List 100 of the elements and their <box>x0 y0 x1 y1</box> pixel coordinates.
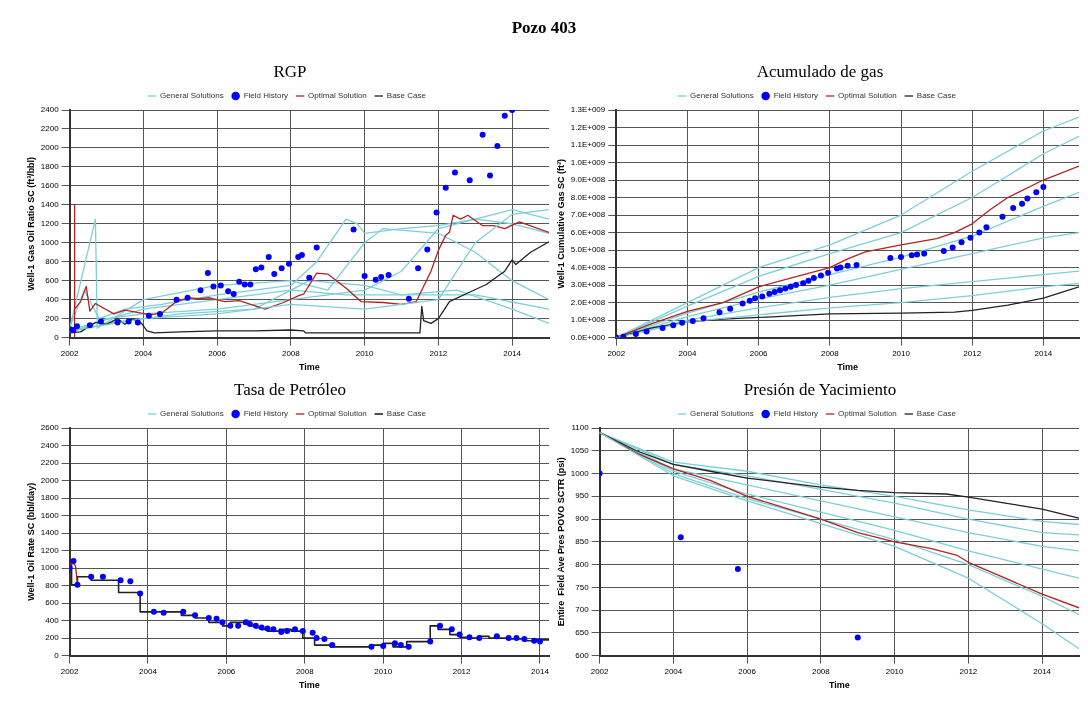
x-tick-label: 2006 <box>749 348 769 358</box>
legend-label: General Solutions <box>160 409 224 419</box>
x-tick-label: 2004 <box>664 666 683 676</box>
y-tick-label: 600 <box>45 275 60 285</box>
y-tick-label: 2600 <box>40 423 60 433</box>
y-tick-label: 4.0E+008 <box>570 262 606 272</box>
y-tick-label: 2200 <box>40 124 60 134</box>
y-axis-title: Entire Field Ave Pres POVO SCTR (psi) <box>555 457 566 627</box>
y-tick-label: 1800 <box>40 493 60 503</box>
x-tick-label: 2008 <box>811 666 831 676</box>
y-tick-label: 1600 <box>40 181 60 191</box>
y-tick-label: 0 <box>54 332 60 342</box>
x-tick-label: 2012 <box>452 666 472 676</box>
legend-label: Base Case <box>916 91 957 101</box>
y-tick-label: 1200 <box>40 545 60 555</box>
x-tick-label: 2006 <box>208 348 227 358</box>
x-tick-label: 2012 <box>959 666 978 676</box>
y-tick-label: 0 <box>54 650 60 660</box>
y-tick-label: 1600 <box>40 510 60 520</box>
y-tick-label: 3.0E+008 <box>570 280 606 290</box>
y-tick-label: 1400 <box>40 200 60 210</box>
x-axis-title: Time <box>828 680 850 691</box>
y-tick-label: 400 <box>45 615 60 625</box>
y-tick-label: 6.0E+008 <box>570 227 606 237</box>
y-tick-label: 900 <box>575 514 590 524</box>
x-tick-label: 2004 <box>134 348 153 358</box>
y-tick-label: 1.0E+009 <box>570 157 606 167</box>
chart-title: RGP <box>272 61 308 83</box>
x-tick-label: 2006 <box>738 666 757 676</box>
legend-label: Optimal Solution <box>308 91 367 101</box>
legend-label: Field History <box>243 409 289 419</box>
x-tick-label: 2002 <box>590 666 610 676</box>
legend-label: General Solutions <box>160 91 224 101</box>
x-tick-label: 2002 <box>60 348 80 358</box>
y-tick-label: 800 <box>45 580 60 590</box>
y-tick-label: 200 <box>45 313 60 323</box>
x-tick-label: 2004 <box>139 666 158 676</box>
x-tick-label: 2014 <box>1034 348 1053 358</box>
y-tick-label: 9.0E+008 <box>570 175 606 185</box>
y-tick-label: 400 <box>45 294 60 304</box>
x-axis-title: Time <box>298 680 320 691</box>
y-tick-label: 950 <box>575 491 590 501</box>
y-tick-label: 2000 <box>40 475 60 485</box>
y-tick-label: 1.1E+009 <box>570 140 606 150</box>
x-tick-label: 2010 <box>374 666 393 676</box>
y-tick-label: 600 <box>45 598 60 608</box>
y-tick-label: 650 <box>575 628 590 638</box>
y-tick-label: 2400 <box>40 105 60 115</box>
legend-label: Optimal Solution <box>838 409 897 419</box>
x-tick-label: 2008 <box>820 348 840 358</box>
legend-label: Field History <box>243 91 289 101</box>
x-tick-label: 2012 <box>963 348 982 358</box>
x-tick-label: 2012 <box>429 348 448 358</box>
chart-title: Tasa de Petróleo <box>232 379 348 401</box>
x-tick-label: 2008 <box>281 348 301 358</box>
y-tick-label: 850 <box>575 537 590 546</box>
y-tick-label: 2400 <box>40 440 60 450</box>
y-tick-label: 2200 <box>40 458 60 468</box>
x-axis-title: Time <box>837 362 859 373</box>
y-tick-label: 0.0E+000 <box>570 332 606 342</box>
y-tick-label: 1100 <box>571 423 590 433</box>
y-tick-label: 1000 <box>40 563 60 573</box>
y-axis-title: Well-1 Oil Rate SC (bbl/day) <box>25 482 36 601</box>
y-tick-label: 800 <box>45 256 60 266</box>
legend-label: General Solutions <box>690 91 754 101</box>
x-axis-title: Time <box>298 362 320 373</box>
y-axis-title: Well-1 Gas Oil Ratio SC (ft³/bbl) <box>25 156 36 291</box>
text: Pozo 403 <box>510 18 578 38</box>
x-tick-label: 2004 <box>678 348 697 358</box>
legend-label: Base Case <box>386 91 427 101</box>
legend-label: Optimal Solution <box>838 91 897 101</box>
x-tick-label: 2002 <box>60 666 80 676</box>
x-tick-label: 2006 <box>217 666 236 676</box>
x-tick-label: 2010 <box>892 348 911 358</box>
legend-label: Field History <box>773 91 819 101</box>
y-tick-label: 1800 <box>40 162 60 172</box>
y-tick-label: 1000 <box>570 468 590 478</box>
y-tick-label: 1400 <box>40 528 60 538</box>
legend-label: Optimal Solution <box>308 409 367 419</box>
x-tick-label: 2002 <box>607 348 626 358</box>
chart-title: Acumulado de gas <box>755 61 885 83</box>
y-tick-label: 800 <box>575 559 590 569</box>
y-tick-label: 2000 <box>40 143 60 153</box>
y-tick-label: 1200 <box>40 219 60 228</box>
legend-label: Base Case <box>916 409 957 419</box>
legend-label: General Solutions <box>690 409 754 419</box>
y-tick-label: 5.0E+008 <box>570 245 606 255</box>
y-tick-label: 1.0E+008 <box>570 315 606 325</box>
y-tick-label: 8.0E+008 <box>570 192 606 202</box>
x-tick-label: 2014 <box>503 348 522 358</box>
y-tick-label: 1000 <box>40 237 60 247</box>
y-tick-label: 1050 <box>570 445 590 455</box>
x-tick-label: 2014 <box>1033 666 1052 676</box>
chart-title: Presión de Yacimiento <box>742 379 898 401</box>
y-tick-label: 1.2E+009 <box>570 122 606 132</box>
y-tick-label: 7.0E+008 <box>570 210 606 220</box>
y-tick-label: 700 <box>575 605 590 615</box>
y-tick-label: 1.3E+009 <box>570 105 606 115</box>
legend-label: Field History <box>773 409 819 419</box>
x-tick-label: 2010 <box>885 666 905 676</box>
